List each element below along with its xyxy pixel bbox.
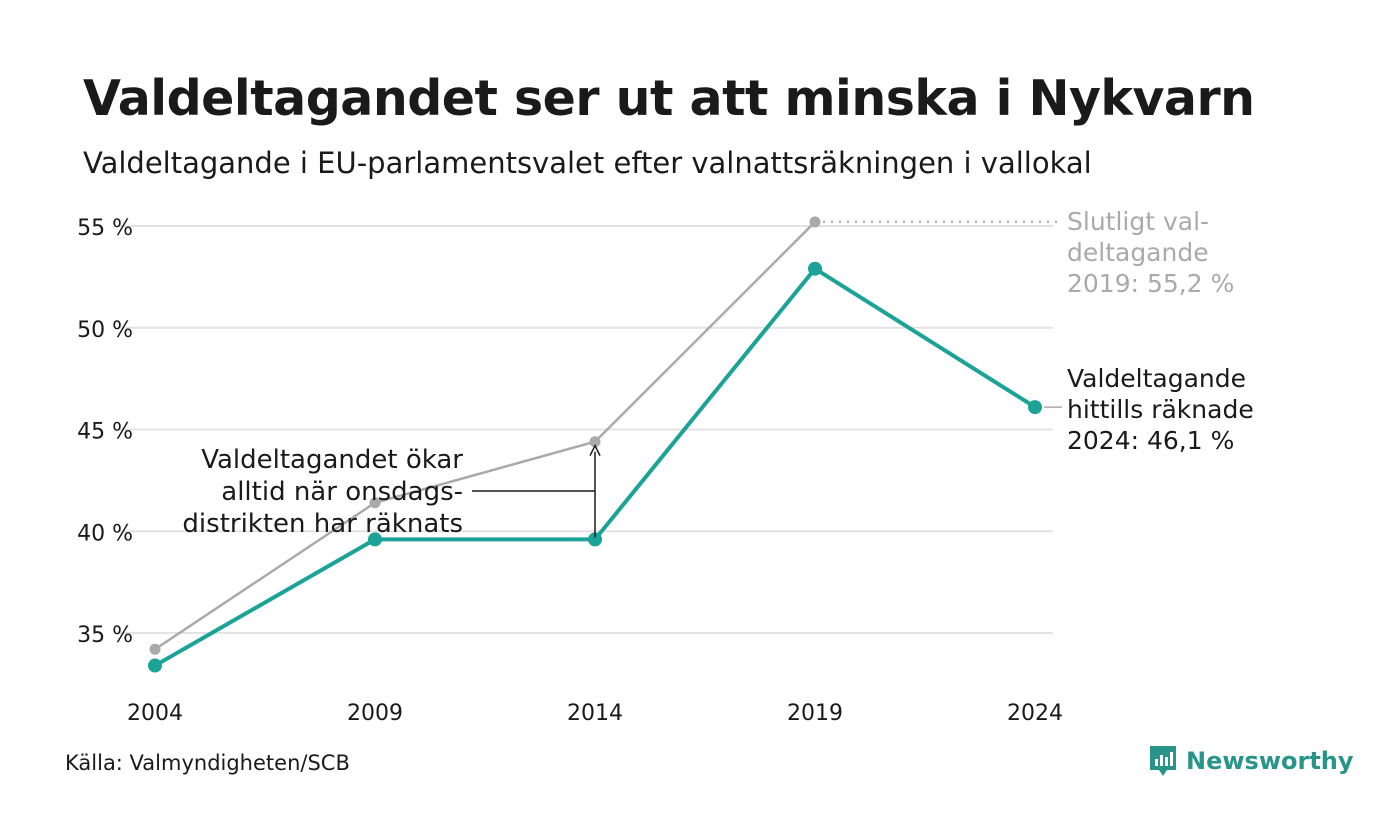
annotation-arrowhead bbox=[589, 444, 601, 457]
data-point-counted bbox=[588, 532, 602, 547]
y-tick-label: 45 % bbox=[77, 420, 133, 445]
data-point-final bbox=[809, 216, 821, 228]
brand-logo: Newsworthy bbox=[1148, 744, 1354, 778]
counted-value-label: Valdeltagande bbox=[1067, 364, 1246, 393]
data-point-counted bbox=[808, 261, 822, 276]
x-tick-label: 2019 bbox=[787, 701, 843, 726]
data-point-counted bbox=[368, 532, 382, 547]
counted-value-label: 2024: 46,1 % bbox=[1067, 426, 1234, 455]
final-value-label: Slutligt val- bbox=[1067, 207, 1209, 236]
annotation-note: Valdeltagandet ökar bbox=[201, 445, 463, 475]
data-point-final bbox=[369, 497, 381, 509]
final-value-label: deltagande bbox=[1067, 238, 1209, 267]
data-point-counted bbox=[148, 658, 162, 673]
x-tick-label: 2004 bbox=[127, 701, 183, 726]
y-tick-label: 40 % bbox=[77, 521, 133, 546]
annotation-note: distrikten har räknats bbox=[182, 509, 463, 539]
chart-subtitle: Valdeltagande i EU-parlamentsvalet efter… bbox=[83, 146, 1092, 180]
data-point-counted bbox=[1028, 400, 1042, 415]
x-tick-label: 2024 bbox=[1007, 701, 1063, 726]
chart-title: Valdeltagandet ser ut att minska i Nykva… bbox=[83, 70, 1255, 127]
counted-value-label: hittills räknade bbox=[1067, 395, 1254, 424]
series-line-final bbox=[154, 221, 816, 651]
final-value-label: 2019: 55,2 % bbox=[1067, 269, 1234, 298]
data-point-final bbox=[589, 436, 601, 448]
annotation-note: alltid när onsdags- bbox=[221, 477, 463, 507]
y-tick-label: 55 % bbox=[77, 216, 133, 241]
source-note: Källa: Valmyndigheten/SCB bbox=[65, 751, 350, 775]
x-tick-label: 2009 bbox=[347, 701, 403, 726]
data-point-final bbox=[149, 643, 161, 655]
brand-name: Newsworthy bbox=[1186, 747, 1354, 775]
y-tick-label: 50 % bbox=[77, 318, 133, 343]
newsworthy-logo-icon bbox=[1150, 746, 1176, 776]
x-tick-label: 2014 bbox=[567, 701, 623, 726]
y-tick-label: 35 % bbox=[77, 623, 133, 648]
